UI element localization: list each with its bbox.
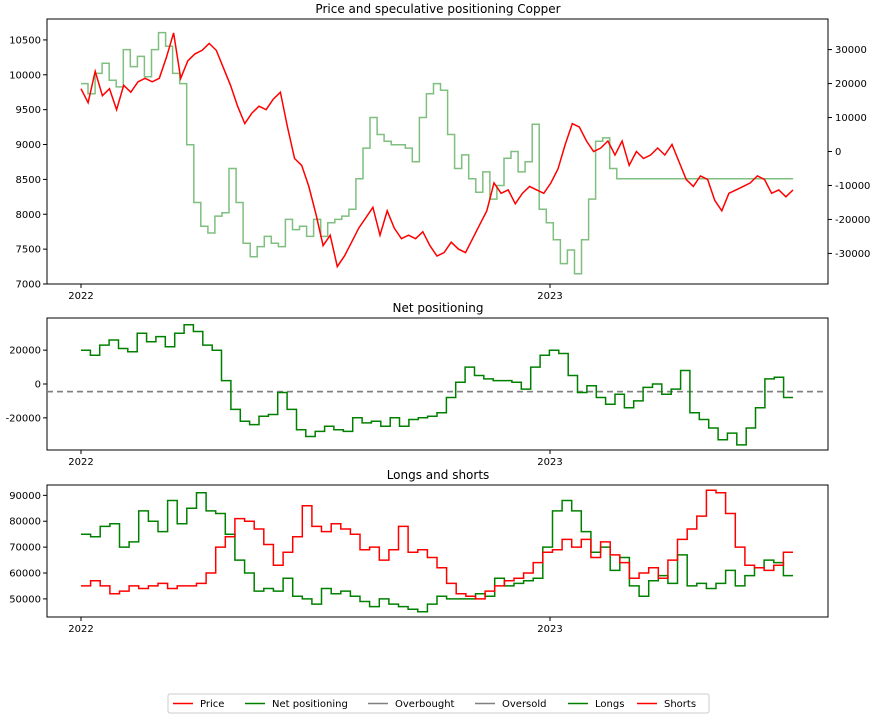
panel-2-frame xyxy=(46,317,829,451)
panel-2-title: Net positioning xyxy=(393,301,484,315)
y-tick-label: 90000 xyxy=(9,491,41,502)
panel-2-y-axis: -20000 0 20000 xyxy=(6,346,47,424)
x-tick-label: 2023 xyxy=(537,624,562,635)
y2-tick-label: -10000 xyxy=(835,181,870,192)
panel-3-frame xyxy=(46,484,829,618)
y-tick-label: 7500 xyxy=(16,245,41,256)
panel-1-y-axis: 7000 7500 8000 8500 9000 9500 10000 10500 xyxy=(9,35,47,291)
y-tick-label: 0 xyxy=(35,380,41,391)
y-tick-label: 70000 xyxy=(9,543,41,554)
y-tick-label: 8000 xyxy=(16,210,41,221)
y-tick-label: 50000 xyxy=(9,594,41,605)
panel-3-x-axis: 2022 2023 xyxy=(68,617,563,635)
x-tick-label: 2023 xyxy=(537,457,562,468)
y-tick-label: 7000 xyxy=(16,280,41,291)
y-tick-label: 9500 xyxy=(16,105,41,116)
y2-tick-label: -20000 xyxy=(835,215,870,226)
y-tick-label: 10500 xyxy=(9,35,41,46)
series-price-line xyxy=(80,32,794,269)
panel-1-frame xyxy=(46,18,829,285)
panel-price: Price and speculative positioning Copper… xyxy=(9,2,870,302)
legend-frame xyxy=(167,693,710,714)
legend-label: Net positioning xyxy=(272,699,348,710)
y-tick-label: 8500 xyxy=(16,175,41,186)
series-net-positioning-line xyxy=(81,31,793,275)
panel-3-y-axis: 50000 60000 70000 80000 90000 xyxy=(9,491,47,605)
y-tick-label: 80000 xyxy=(9,517,41,528)
y2-tick-label: 0 xyxy=(835,147,841,158)
x-tick-label: 2022 xyxy=(68,291,93,302)
x-tick-label: 2022 xyxy=(68,624,93,635)
legend-label: Overbought xyxy=(395,699,455,710)
legend-label: Price xyxy=(200,699,224,710)
y-tick-label: 60000 xyxy=(9,569,41,580)
series-shorts-line xyxy=(81,489,793,600)
y2-tick-label: 30000 xyxy=(835,45,867,56)
y2-tick-label: 10000 xyxy=(835,113,867,124)
panel-longs-shorts: Longs and shorts 50000 60000 70000 80000 900… xyxy=(9,468,829,635)
y2-tick-label: -30000 xyxy=(835,249,870,260)
y2-tick-label: 20000 xyxy=(835,79,867,90)
x-tick-label: 2022 xyxy=(68,457,93,468)
panel-1-y2-axis: -30000 -20000 -10000 0 10000 20000 30000 xyxy=(828,45,870,260)
series-net-positioning-line xyxy=(81,324,793,446)
panel-2-x-axis: 2022 2023 xyxy=(68,450,563,468)
legend-label: Longs xyxy=(595,699,624,710)
panel-3-series xyxy=(81,489,793,613)
panel-1-title: Price and speculative positioning Copper xyxy=(315,2,560,16)
legend-label: Oversold xyxy=(502,699,547,710)
x-tick-label: 2023 xyxy=(537,291,562,302)
panel-1-series xyxy=(80,31,794,275)
y-tick-label: 20000 xyxy=(9,346,41,357)
series-longs-line xyxy=(81,492,793,613)
panel-1-x-axis: 2022 2023 xyxy=(68,284,563,302)
panel-2-series xyxy=(47,324,828,446)
y-tick-label: 9000 xyxy=(16,140,41,151)
panel-3-title: Longs and shorts xyxy=(387,468,490,482)
panel-net-positioning: Net positioning -20000 0 20000 2022 2023 xyxy=(6,301,829,468)
y-tick-label: 10000 xyxy=(9,70,41,81)
legend: Price Net positioning Overbought Oversold Lo… xyxy=(167,693,710,714)
legend-label: Shorts xyxy=(664,699,696,710)
y-tick-label: -20000 xyxy=(6,413,41,424)
